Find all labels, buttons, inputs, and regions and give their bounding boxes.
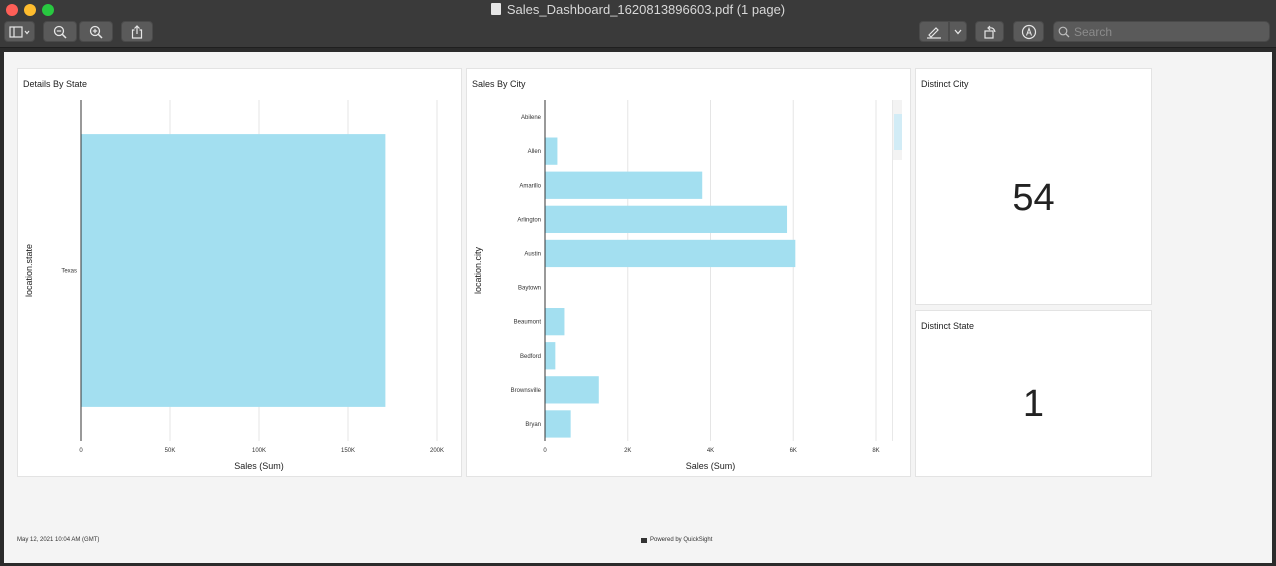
x-tick-label: 100K [252,448,266,454]
x-tick-label: 200K [430,448,444,454]
share-button[interactable] [121,21,153,42]
window-minimize-button[interactable] [24,4,36,16]
markup-icon [927,26,941,39]
zoom-out-button[interactable] [43,21,77,42]
distinct-city-value: 54 [1012,177,1055,219]
panel-title: Distinct State [921,321,975,331]
pdf-document-icon [490,3,501,15]
share-icon [131,24,143,39]
x-tick-label: 2K [624,448,631,454]
distinct-state-value: 1 [1022,383,1045,425]
y-tick-label: Beaumont [514,320,542,326]
markup-button[interactable] [919,21,949,42]
bar-allen [545,137,558,165]
search-icon [1058,26,1070,37]
zoom-in-button[interactable] [79,21,113,42]
bar-amarillo [545,171,703,199]
zoom-in-icon [89,25,103,39]
y-tick-label: Allen [528,149,541,155]
bar-beaumont [545,308,565,336]
y-tick-label: Texas [61,269,77,275]
sales-by-city-panel: Sales By City 0 2K 4K 6K 8K Abilene Allen Amari… [466,68,911,477]
panel-title: Distinct City [921,79,969,89]
x-tick-label: 150K [341,448,355,454]
panel-title: Sales By City [472,79,526,89]
y-tick-label: Austin [524,251,541,257]
bar-bedford [545,342,556,370]
y-tick-label: Arlington [517,217,541,223]
y-tick-label: Bedford [520,354,541,360]
x-tick-label: 0 [543,448,547,454]
sidebar-icon [8,25,29,38]
annotate-icon [1021,24,1036,39]
x-tick-label: 0 [79,448,83,454]
bar-austin [545,239,796,268]
x-tick-label: 8K [872,448,879,454]
y-axis-label: location.state [24,244,34,297]
x-axis-label: Sales (Sum) [234,461,284,471]
bar-bryan [545,410,571,438]
window-close-button[interactable] [6,4,18,16]
y-tick-label: Abilene [521,115,542,121]
zoom-out-icon [53,25,67,39]
report-timestamp: May 12, 2021 10:04 AM (GMT) [17,537,100,543]
sales-by-city-chart: 0 2K 4K 6K 8K Abilene Allen Amarillo Arlington Au… [473,100,880,471]
powered-by-label: Powered by QuickSight [650,537,713,543]
x-tick-label: 4K [707,448,714,454]
details-by-state-panel: Details By State 0 50K 100K 150K 200K Texas Sa… [17,68,462,477]
annotate-button[interactable] [1013,21,1044,42]
chart-scrollbar-thumb[interactable] [894,114,902,150]
distinct-state-panel: Distinct State 1 [915,310,1152,477]
chart-scrollbar[interactable] [892,100,903,441]
window-title: Sales_Dashboard_1620813896603.pdf (1 pag… [506,2,786,17]
y-tick-label: Baytown [518,286,541,292]
rotate-icon [983,25,996,39]
y-tick-label: Brownsville [511,388,542,394]
quicksight-icon [641,537,647,543]
search-field[interactable] [1053,21,1270,42]
window-title-container: Sales_Dashboard_1620813896603.pdf (1 pag… [0,2,1276,17]
distinct-city-panel: Distinct City 54 [915,68,1152,305]
x-tick-label: 6K [790,448,797,454]
chart-scrollbar-track-end [893,160,903,441]
chevron-down-icon [954,29,962,34]
bar-brownsville [545,376,599,404]
markup-dropdown-button[interactable] [949,21,967,42]
x-tick-label: 50K [165,448,176,454]
x-axis-label: Sales (Sum) [686,461,736,471]
search-input[interactable] [1074,24,1264,39]
window-maximize-button[interactable] [42,4,54,16]
y-tick-label: Amarillo [519,183,541,189]
panel-title: Details By State [23,79,88,89]
y-axis-label: location.city [473,246,483,294]
pdf-page: Details By State 0 50K 100K 150K 200K Texas Sa… [4,52,1272,563]
bar-arlington [545,205,788,233]
window-titlebar: Sales_Dashboard_1620813896603.pdf (1 pag… [0,0,1276,48]
rotate-button[interactable] [975,21,1004,42]
bar-texas [81,134,386,407]
y-tick-label: Bryan [525,422,541,428]
details-by-state-chart: 0 50K 100K 150K 200K Texas Sales (Sum) location… [24,100,444,471]
sidebar-toggle-button[interactable] [4,21,35,42]
powered-by: Powered by QuickSight [641,537,712,543]
